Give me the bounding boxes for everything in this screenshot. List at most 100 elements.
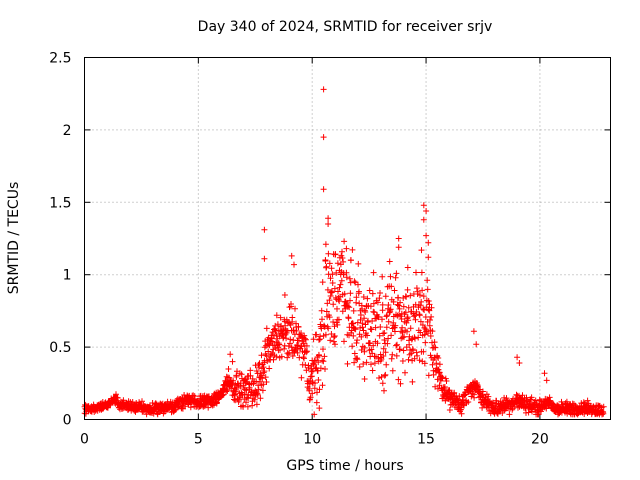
data-point [426,301,433,308]
data-point [377,290,383,296]
data-point [386,258,393,265]
data-point [368,361,374,368]
data-point [260,381,267,388]
data-point [412,316,419,323]
data-point [412,335,418,342]
data-point [313,399,320,406]
data-point [395,235,402,242]
data-point [311,385,318,392]
data-point [528,394,535,401]
data-point [434,376,441,383]
data-point [329,280,336,286]
data-point [407,292,414,299]
data-point [425,239,432,246]
data-point [423,232,430,239]
data-point [396,346,403,353]
data-point [247,367,254,374]
x-tick-label: 10 [303,432,321,448]
data-point [306,396,313,403]
data-point [410,347,417,354]
data-point [525,409,532,416]
data-point [376,332,383,339]
data-point [305,362,312,369]
data-point [360,294,367,300]
data-point [374,299,381,306]
data-point [383,313,390,320]
data-point [257,395,264,402]
data-point [388,355,395,362]
data-point [301,332,308,339]
data-point [516,360,523,366]
data-point [325,215,332,222]
data-point [403,293,410,300]
data-point [420,202,427,209]
data-point [289,353,296,359]
data-point [352,326,359,333]
data-point [303,342,310,349]
data-point [354,356,361,363]
data-point [336,298,343,305]
data-point [315,377,322,383]
data-point [405,356,412,363]
data-point [300,354,307,361]
data-point [324,300,331,307]
data-point [298,374,305,381]
data-point [220,391,227,398]
data-point [320,134,327,141]
x-axis-label: GPS time / hours [286,458,403,474]
data-point [327,337,334,344]
data-point [374,340,381,347]
data-point [244,403,251,410]
data-point [414,288,421,295]
data-point [343,245,350,252]
data-point [331,323,338,330]
data-point [420,216,427,223]
data-point [288,301,294,307]
tick-layer: 0 0.5 1 1.5 2 2.5 0 5 10 15 20 [49,51,611,448]
data-point [346,275,353,282]
data-point [302,335,308,342]
data-point [289,314,296,321]
data-point [485,393,492,400]
data-point [378,356,385,363]
data-point [294,349,301,356]
data-point [417,318,424,325]
data-point [322,258,329,264]
data-point [393,352,400,359]
data-point [291,261,297,268]
data-point [396,305,403,312]
data-point [332,251,339,258]
data-point [519,392,526,399]
data-point [320,346,326,353]
data-point [277,346,283,353]
data-point [334,305,340,312]
data-point [421,324,428,331]
data-point [227,351,234,358]
data-point [344,360,351,367]
data-point [286,304,293,311]
data-point [275,340,282,347]
data-point [320,86,327,93]
data-point [376,295,383,302]
data-point [302,336,309,343]
data-point [474,383,481,389]
data-point [243,399,249,406]
data-point [276,341,283,348]
data-point [405,304,412,311]
data-point [334,260,341,267]
data-point [428,313,435,320]
data-point [382,371,389,378]
data-point [339,255,346,261]
y-tick-label: 0 [63,413,72,429]
data-point [422,339,429,346]
data-point [225,366,232,372]
data-point [429,328,436,335]
data-point [436,369,443,376]
data-point [319,382,326,389]
data-point [427,333,434,339]
data-point [416,357,423,364]
data-point [392,328,398,335]
y-tick-label: 1.5 [49,195,71,211]
data-point [293,327,300,334]
data-point [260,364,267,371]
